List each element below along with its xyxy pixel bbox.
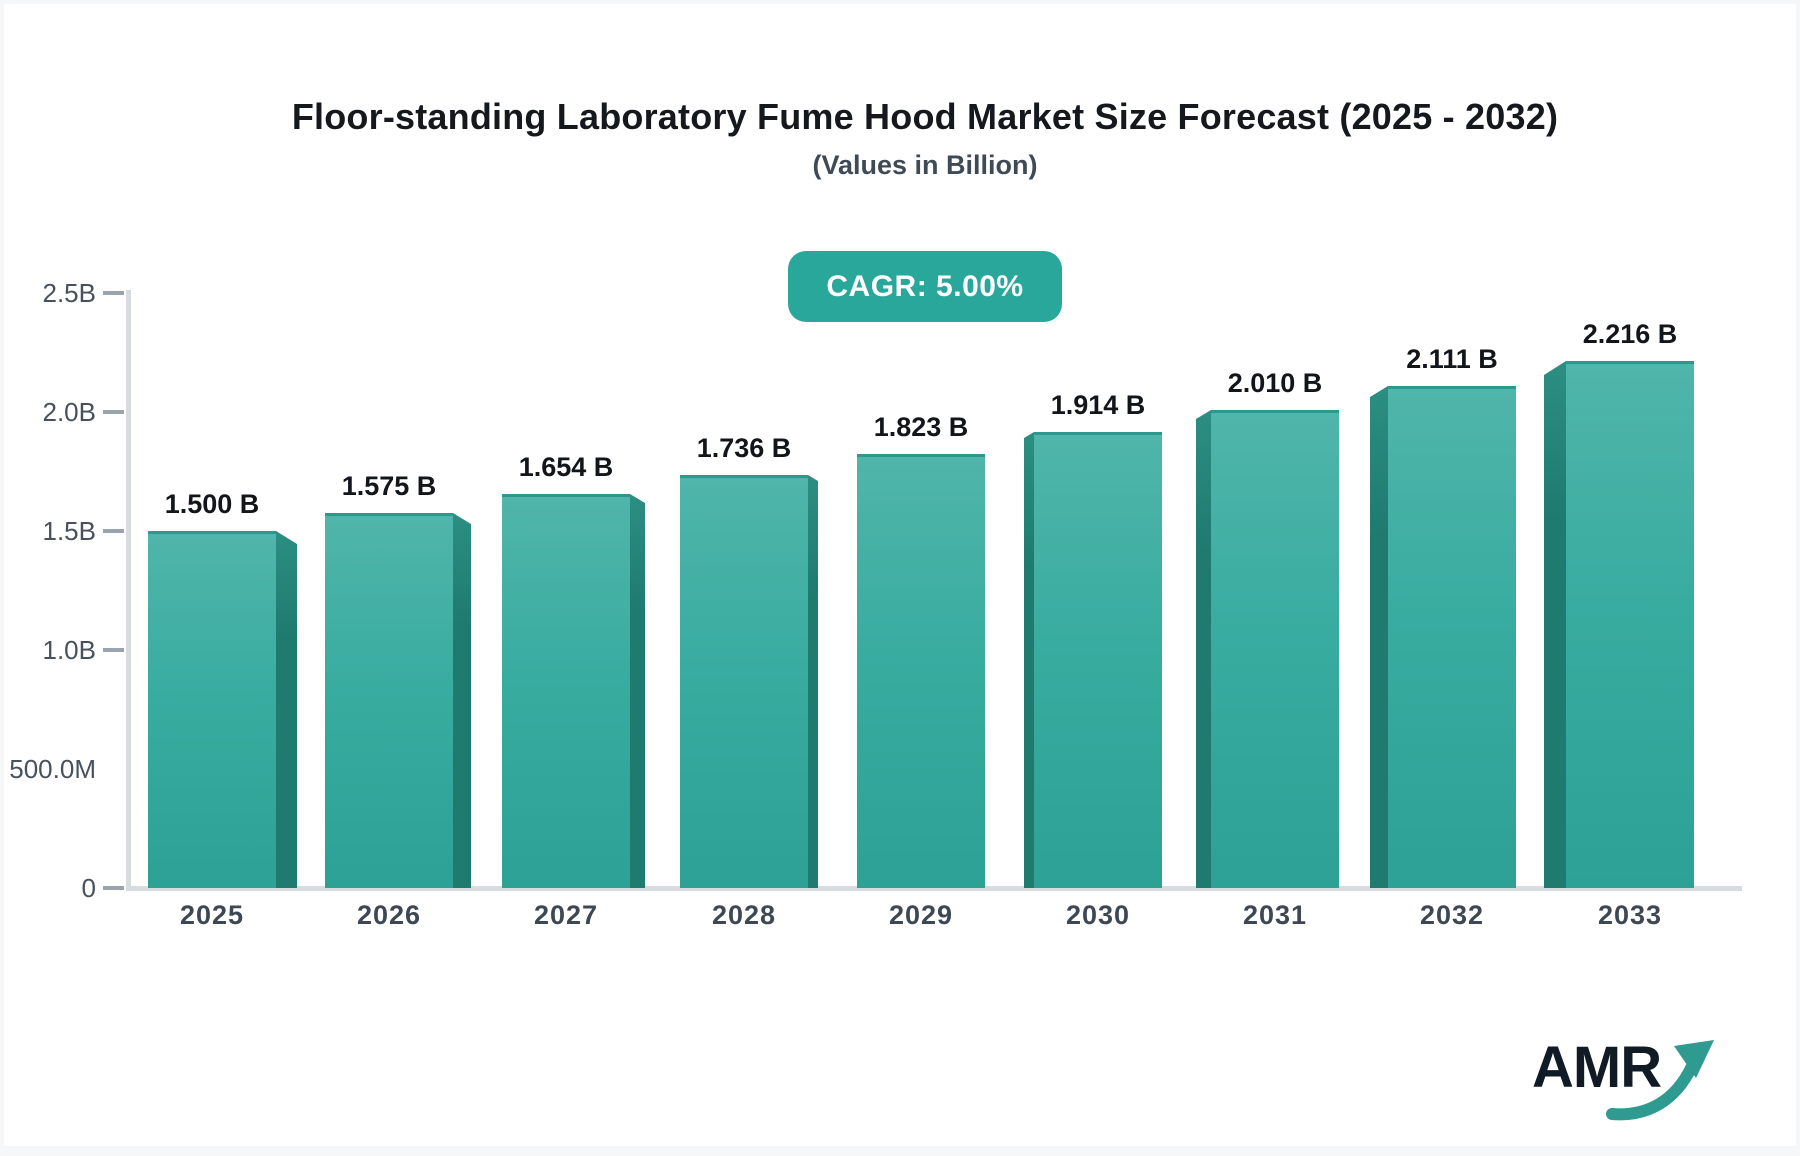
- bar-front-face: [148, 531, 276, 888]
- x-axis-label-2031: 2031: [1242, 900, 1308, 930]
- bar-front-face: [857, 454, 985, 888]
- y-tick-dash: [103, 410, 124, 414]
- y-tick-label: 2.0B: [42, 397, 97, 427]
- bar-side-face: [1370, 386, 1388, 888]
- bar-side-face: [808, 475, 818, 888]
- y-tick-dash: [103, 291, 124, 295]
- y-tick-dash: [103, 529, 124, 533]
- bar-front-face: [1034, 432, 1162, 888]
- x-axis-label-2032: 2032: [1419, 900, 1485, 930]
- bar-side-face: [1196, 410, 1211, 888]
- bar-side-face: [453, 513, 471, 888]
- amr-logo-text: AMR: [1532, 1035, 1662, 1100]
- x-axis-label-2033: 2033: [1597, 900, 1663, 930]
- bar-value-label: 2.111 B: [1406, 344, 1498, 374]
- bar-front-face: [1566, 361, 1694, 888]
- bar-side-face: [630, 494, 645, 888]
- amr-logo: AMR: [1528, 1030, 1728, 1130]
- bar-side-face: [276, 531, 297, 888]
- x-axis-label-2026: 2026: [356, 900, 422, 930]
- bar-value-label: 1.575 B: [341, 471, 437, 501]
- bar-front-face: [502, 494, 630, 888]
- bar-front-face: [680, 475, 808, 888]
- chart-subtitle: (Values in Billion): [812, 150, 1038, 180]
- y-tick-dash: [103, 886, 124, 890]
- cagr-badge: CAGR: 5.00%: [788, 251, 1062, 322]
- growth-arrow-icon: [1606, 1040, 1714, 1121]
- bar-front-face: [1388, 386, 1516, 888]
- chart-title: Floor-standing Laboratory Fume Hood Mark…: [291, 96, 1559, 137]
- y-tick-label: 1.5B: [42, 516, 97, 546]
- bar-value-label: 1.914 B: [1050, 390, 1146, 420]
- x-axis-label-2029: 2029: [888, 900, 954, 930]
- y-axis-line: [126, 290, 131, 891]
- y-tick-dash: [103, 648, 124, 652]
- y-tick-label: 2.5B: [42, 278, 97, 308]
- x-axis-label-2025: 2025: [179, 900, 245, 930]
- chart-header: Floor-standing Laboratory Fume Hood Mark…: [50, 0, 1800, 180]
- bar-value-label: 2.010 B: [1227, 368, 1323, 398]
- bar-front-face: [1211, 410, 1339, 888]
- bar-value-label: 1.736 B: [696, 433, 792, 463]
- bar-side-face: [1544, 361, 1566, 888]
- bar-value-label: 1.823 B: [873, 412, 969, 442]
- bar-value-label: 1.500 B: [164, 489, 260, 519]
- x-axis-label-2027: 2027: [533, 900, 599, 930]
- y-tick-label: 1.0B: [42, 635, 97, 665]
- y-tick-label: 500.0M: [9, 754, 96, 784]
- x-axis-label-2028: 2028: [711, 900, 777, 930]
- bar-side-face: [1024, 432, 1034, 888]
- x-axis-label-2030: 2030: [1065, 900, 1131, 930]
- bar-value-label: 1.654 B: [518, 452, 614, 482]
- bar-value-label: 2.216 B: [1582, 319, 1678, 349]
- x-axis-baseline: [126, 886, 1742, 891]
- y-tick-label: 0: [81, 873, 96, 903]
- bar-front-face: [325, 513, 453, 888]
